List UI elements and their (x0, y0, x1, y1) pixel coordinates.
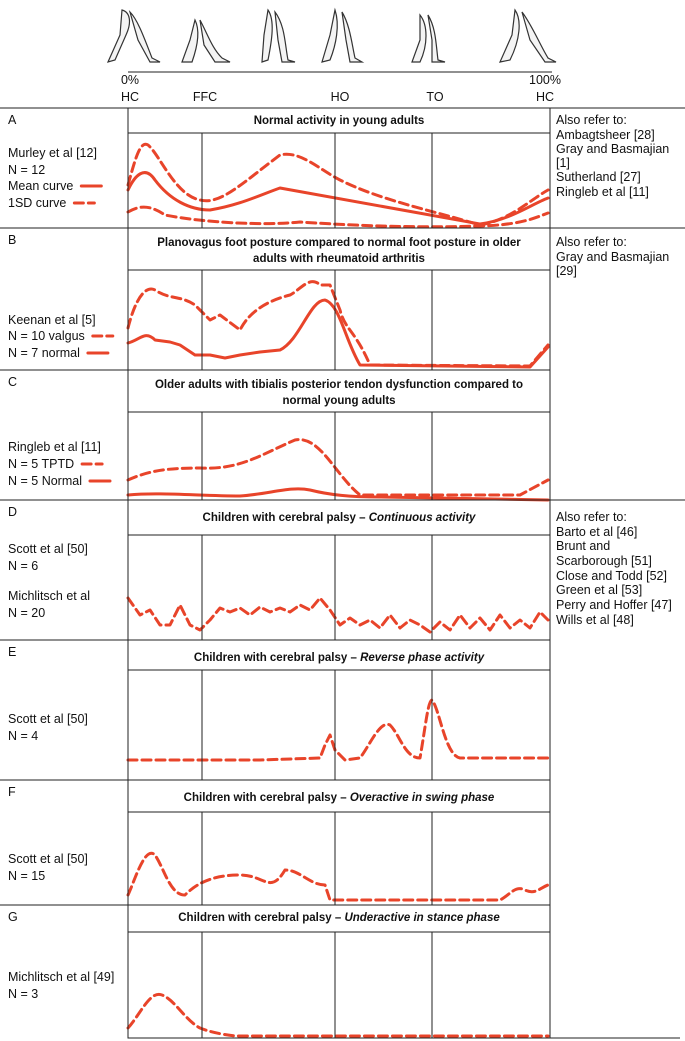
study-text: Scott et al [50] (8, 712, 88, 726)
refer-text: Gray and Basmajian (556, 142, 669, 156)
refer-text: Perry and Hoffer [47] (556, 598, 672, 612)
panel-title: Planovagus foot posture compared to norm… (157, 237, 521, 249)
end-percent: 100% (529, 73, 561, 87)
refer-text: Wills et al [48] (556, 613, 634, 627)
panel-letter: E (8, 645, 16, 659)
refer-text: Ringleb et al [11] (556, 185, 649, 199)
study-text: N = 10 valgus (8, 329, 85, 343)
refer-text: Gray and Basmajian (556, 250, 669, 264)
study-text: N = 12 (8, 163, 45, 177)
title-italic: Continuous activity (369, 512, 476, 524)
phase-label: FFC (193, 90, 217, 104)
panel-letter: B (8, 233, 16, 247)
panel-letter: F (8, 785, 16, 799)
study-text: N = 20 (8, 606, 45, 620)
walking-figures (106, 7, 557, 73)
study-text: N = 3 (8, 987, 38, 1001)
title-text: Planovagus foot posture compared to norm… (157, 237, 521, 249)
panel-title: Children with cerebral palsy – Continuou… (203, 512, 476, 524)
study-text: N = 6 (8, 559, 38, 573)
refer-text: Also refer to: (556, 113, 627, 127)
refer-text: Ambagtsheer [28] (556, 128, 655, 142)
refer-text: [29] (556, 264, 577, 278)
panel-title: Children with cerebral palsy – Overactiv… (184, 792, 495, 804)
study-text: Murley et al [12] (8, 146, 97, 160)
refer-text: Scarborough [51] (556, 554, 652, 568)
study-text: Mean curve (8, 179, 73, 193)
refer-text: [1] (556, 156, 570, 170)
panel-letter: G (8, 910, 18, 924)
title-text: Children with cerebral palsy – (184, 792, 348, 804)
chart-box (127, 227, 551, 371)
study-text: N = 7 normal (8, 346, 80, 360)
panel-title: Normal activity in young adults (254, 115, 425, 127)
panel-title: Children with cerebral palsy – Reverse p… (194, 652, 485, 664)
refer-text: Green et al [53] (556, 583, 642, 597)
panel-title: Children with cerebral palsy – Underacti… (178, 912, 500, 924)
title-text: Children with cerebral palsy – (178, 912, 342, 924)
start-percent: 0% (121, 73, 139, 87)
chart-box (127, 904, 551, 1039)
study-text: Ringleb et al [11] (8, 440, 101, 454)
title-text: Children with cerebral palsy – (194, 652, 358, 664)
title-text: Older adults with tibialis posterior ten… (155, 379, 523, 391)
panel-title: normal young adults (282, 395, 395, 407)
refer-text: Sutherland [27] (556, 170, 641, 184)
emg-curves (126, 142, 550, 1038)
phase-label: HO (331, 90, 350, 104)
study-text: Keenan et al [5] (8, 313, 96, 327)
panel-letter: A (8, 113, 17, 127)
refer-text: Close and Todd [52] (556, 569, 667, 583)
phase-label: HC (536, 90, 554, 104)
panel-letter: C (8, 375, 17, 389)
title-text: normal young adults (282, 395, 395, 407)
title-text: Normal activity in young adults (254, 115, 425, 127)
study-text: N = 5 TPTD (8, 457, 74, 471)
study-text: 1SD curve (8, 196, 66, 210)
refer-text: Also refer to: (556, 235, 627, 249)
refer-text: Barto et al [46] (556, 525, 637, 539)
study-text: Scott et al [50] (8, 852, 88, 866)
study-text: Scott et al [50] (8, 542, 88, 556)
panel-title: Older adults with tibialis posterior ten… (155, 379, 523, 391)
title-italic: Underactive in stance phase (344, 912, 500, 924)
study-text: Michlitsch et al (8, 589, 90, 603)
panel-letter: D (8, 505, 17, 519)
study-text: Michlitsch et al [49] (8, 970, 114, 984)
study-text: N = 5 Normal (8, 474, 82, 488)
phase-label: TO (426, 90, 443, 104)
study-text: N = 4 (8, 729, 38, 743)
title-text: adults with rheumatoid arthritis (253, 253, 425, 265)
title-italic: Reverse phase activity (360, 652, 485, 664)
refer-text: Brunt and (556, 539, 610, 553)
title-italic: Overactive in swing phase (350, 792, 495, 804)
study-text: N = 15 (8, 869, 45, 883)
refer-text: Also refer to: (556, 510, 627, 524)
title-text: Children with cerebral palsy – (203, 512, 367, 524)
phase-label: HC (121, 90, 139, 104)
panel-title: adults with rheumatoid arthritis (253, 253, 425, 265)
